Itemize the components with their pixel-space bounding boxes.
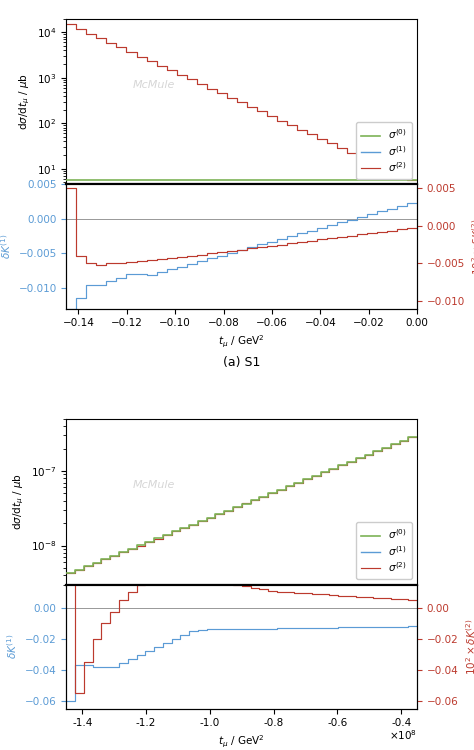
Y-axis label: d$\sigma$/d$t_{\mu}$ / $\mu$b: d$\sigma$/d$t_{\mu}$ / $\mu$b xyxy=(17,73,32,130)
Y-axis label: $10^2 \times \delta K^{(2)}$: $10^2 \times \delta K^{(2)}$ xyxy=(471,218,474,274)
X-axis label: $t_{\mu}$ / GeV$^2$: $t_{\mu}$ / GeV$^2$ xyxy=(219,734,265,750)
Y-axis label: $\delta K^{(1)}$: $\delta K^{(1)}$ xyxy=(6,634,19,659)
Text: (a) S1: (a) S1 xyxy=(223,356,260,369)
Text: $\times 10^8$: $\times 10^8$ xyxy=(389,729,417,742)
X-axis label: $t_{\mu}$ / GeV$^2$: $t_{\mu}$ / GeV$^2$ xyxy=(219,334,265,350)
Y-axis label: $\delta K^{(1)}$: $\delta K^{(1)}$ xyxy=(0,234,13,260)
Y-axis label: $10^2 \times \delta K^{(2)}$: $10^2 \times \delta K^{(2)}$ xyxy=(464,618,474,675)
Text: McMule: McMule xyxy=(133,480,175,490)
Y-axis label: d$\sigma$/d$t_{\mu}$ / $\mu$b: d$\sigma$/d$t_{\mu}$ / $\mu$b xyxy=(11,473,26,530)
Text: McMule: McMule xyxy=(133,80,175,90)
Legend: $\sigma^{(0)}$, $\sigma^{(1)}$, $\sigma^{(2)}$: $\sigma^{(0)}$, $\sigma^{(1)}$, $\sigma^… xyxy=(356,122,412,179)
Legend: $\sigma^{(0)}$, $\sigma^{(1)}$, $\sigma^{(2)}$: $\sigma^{(0)}$, $\sigma^{(1)}$, $\sigma^… xyxy=(356,522,412,579)
